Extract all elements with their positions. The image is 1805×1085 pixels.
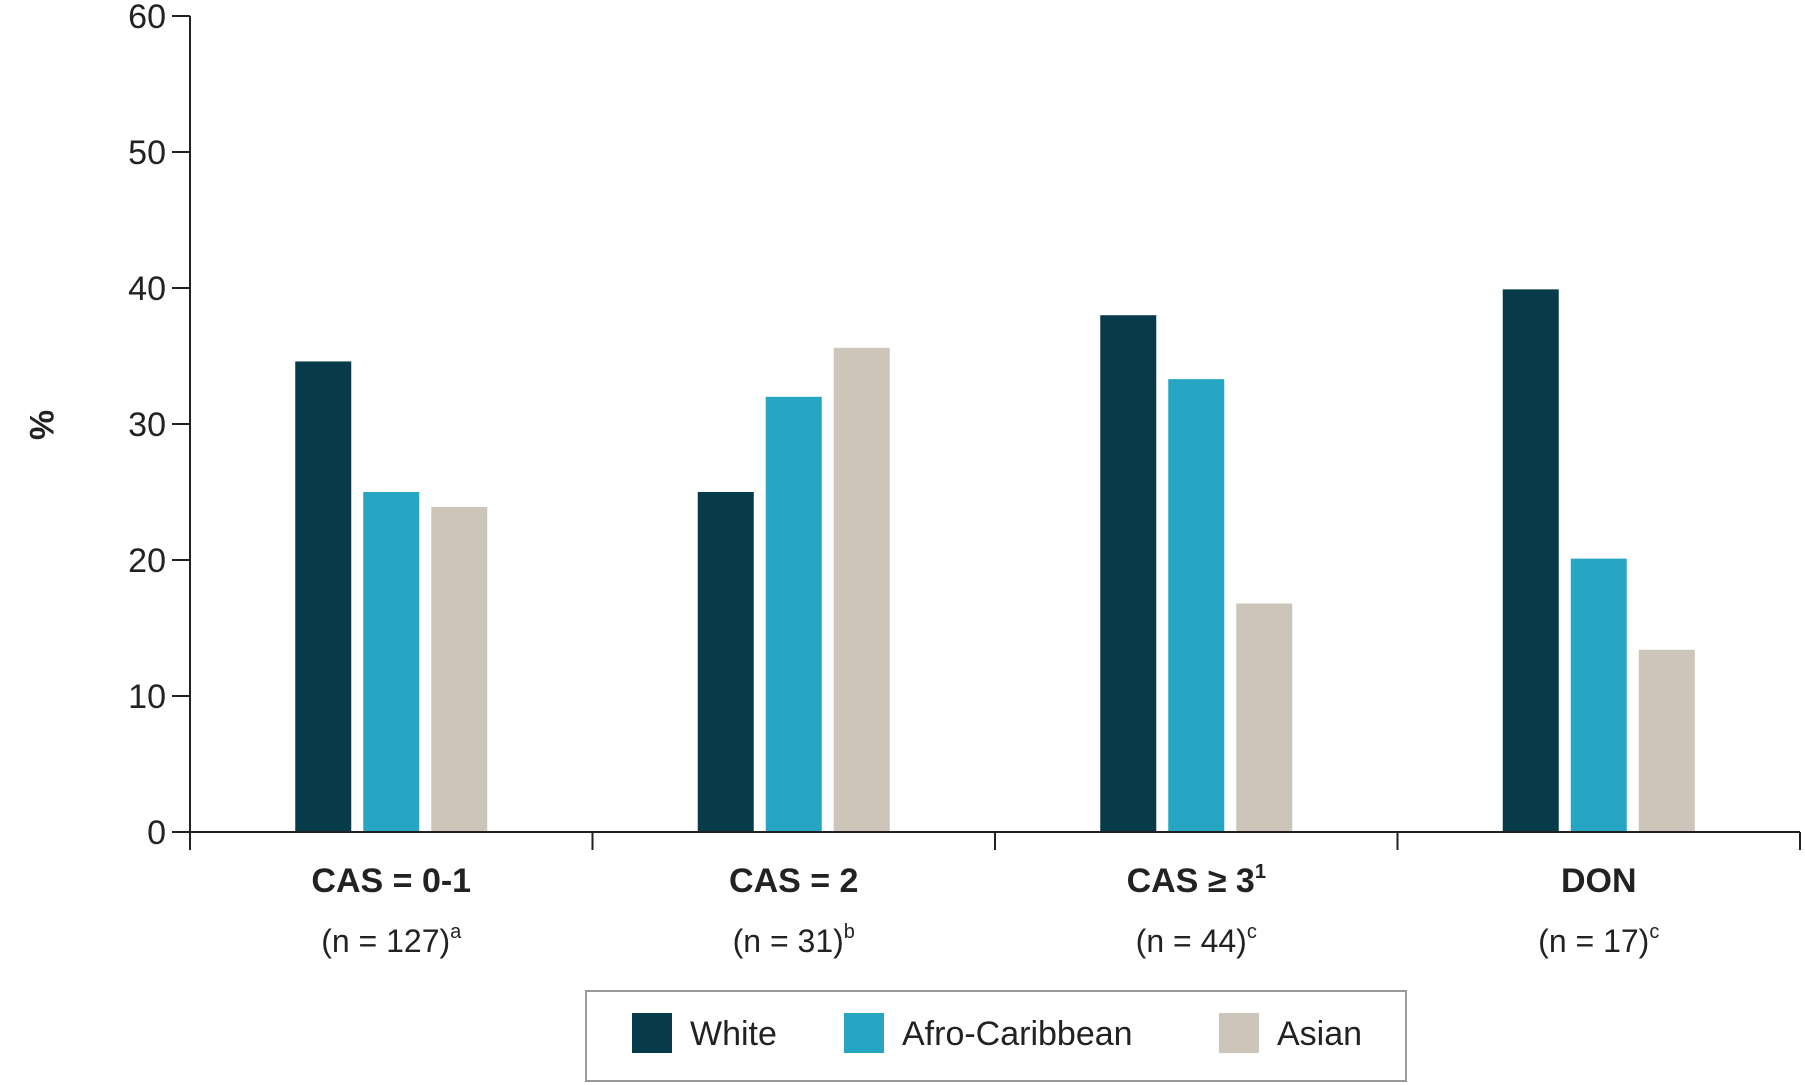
y-tick-label: 60	[128, 0, 166, 36]
legend-label-white: White	[690, 1015, 777, 1053]
bar-afro-caribbean-1	[363, 492, 420, 832]
category-label: CAS ≥ 31	[1127, 861, 1266, 900]
category-label: DON	[1561, 862, 1637, 900]
legend-label-afro-caribbean: Afro-Caribbean	[902, 1015, 1133, 1053]
legend-label-asian: Asian	[1277, 1015, 1362, 1053]
legend-swatch-afro-caribbean	[844, 1013, 884, 1053]
bar-asian-1	[431, 506, 488, 832]
bar-white-4	[1502, 289, 1559, 832]
y-tick-label: 0	[147, 814, 166, 852]
bar-asian-3	[1236, 603, 1293, 832]
legend-border	[585, 990, 1407, 1082]
category-label: CAS = 0-1	[311, 862, 471, 900]
bar-afro-caribbean-4	[1570, 558, 1627, 832]
y-tick-label: 20	[128, 542, 166, 580]
y-tick-label: 30	[128, 406, 166, 444]
bar-white-1	[295, 361, 352, 832]
y-tick-label: 10	[128, 678, 166, 716]
x-axis-ticks	[189, 832, 1801, 850]
y-axis-label: %	[22, 410, 60, 440]
category-n-label: (n = 31)b	[733, 921, 855, 959]
bar-white-2	[697, 492, 754, 832]
category-label: CAS = 2	[729, 862, 858, 900]
y-tick-label: 50	[128, 134, 166, 172]
category-n-label: (n = 127)a	[321, 921, 462, 959]
legend-swatch-asian	[1219, 1013, 1259, 1053]
legend: White Afro-Caribbean Asian	[585, 990, 1407, 1082]
bar-asian-4	[1638, 649, 1695, 832]
y-tick-label: 40	[128, 270, 166, 308]
category-labels: CAS = 0-1 (n = 127)a CAS = 2 (n = 31)b CAS ≥…	[311, 861, 1659, 959]
bar-afro-caribbean-2	[765, 396, 822, 832]
category-n-label: (n = 44)c	[1136, 921, 1257, 959]
bars	[295, 289, 1695, 832]
bar-asian-2	[833, 347, 890, 832]
bar-afro-caribbean-3	[1168, 379, 1225, 832]
legend-swatch-white	[632, 1013, 672, 1053]
bar-white-3	[1100, 315, 1157, 832]
category-n-label: (n = 17)c	[1538, 921, 1659, 959]
y-axis-ticks: 0 10 20 30 40 50 60	[128, 0, 190, 852]
